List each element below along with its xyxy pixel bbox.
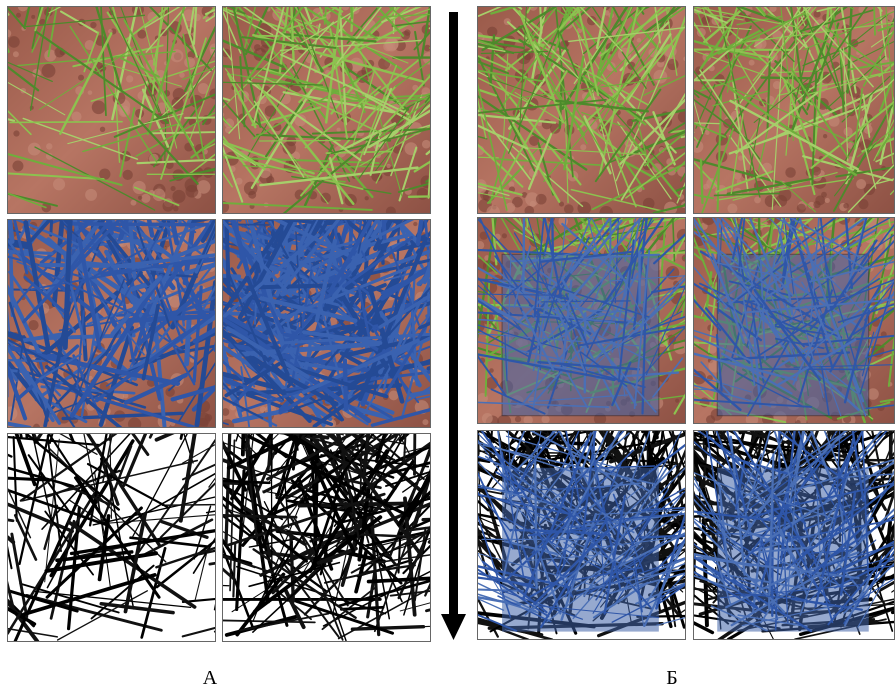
stroke [187, 317, 190, 364]
stroke [701, 160, 703, 203]
soil-grain [796, 420, 801, 425]
soil-grain [31, 15, 35, 19]
soil-grain [172, 190, 185, 203]
soil-grain [8, 36, 20, 48]
soil-grain [28, 320, 38, 330]
soil-grain [486, 205, 500, 219]
soil-grain [171, 186, 176, 191]
soil-grain [536, 194, 547, 205]
soil-grain [413, 222, 417, 226]
soil-grain [337, 128, 341, 132]
soil-grain [138, 196, 142, 200]
soil-grain [541, 415, 549, 423]
soil-grain [515, 416, 521, 422]
soil-grain [727, 204, 737, 214]
arrow [441, 12, 466, 640]
soil-grain [666, 266, 680, 280]
soil-grain [564, 204, 574, 214]
soil-grain [16, 13, 21, 18]
soil-grain [172, 97, 184, 109]
soil-grain [417, 188, 429, 200]
soil-grain [422, 140, 431, 149]
stroke [585, 313, 586, 392]
soil-grain [706, 415, 715, 424]
soil-grain [734, 173, 741, 180]
stroke [104, 0, 153, 6]
soil-grain [524, 206, 534, 216]
stroke [565, 0, 576, 6]
stroke [125, 215, 169, 220]
soil-grain [769, 5, 776, 12]
soil-grain [386, 207, 396, 217]
soil-grain [197, 180, 211, 194]
soil-grain [637, 38, 642, 43]
soil-grain [85, 189, 97, 201]
soil-grain [100, 127, 105, 132]
soil-grain [497, 415, 511, 429]
soil-grain [823, 134, 827, 138]
label-a: А [203, 667, 218, 689]
stroke [430, 268, 465, 331]
soil-grain [173, 206, 179, 212]
soil-grain [88, 90, 93, 95]
soil-grain [12, 161, 23, 172]
soil-grain [785, 167, 796, 178]
soil-grain [580, 144, 586, 150]
soil-grain [765, 195, 777, 207]
soil-grain [184, 57, 195, 68]
soil-grain [482, 413, 493, 424]
soil-grain [123, 170, 133, 180]
soil-grain [825, 198, 830, 203]
soil-grain [385, 38, 399, 52]
soil-grain [42, 64, 56, 78]
soil-grain [71, 112, 81, 122]
soil-grain [78, 75, 84, 81]
label-b: Б [666, 667, 677, 689]
soil-grain [128, 418, 141, 431]
stroke [260, 140, 341, 141]
soil-grain [92, 101, 106, 115]
soil-grain [749, 60, 755, 66]
soil-grain [422, 419, 428, 425]
image-panels [0, 0, 895, 642]
soil-grain [502, 233, 507, 238]
soil-grain [13, 130, 19, 136]
soil-grain [487, 27, 497, 37]
soil-grain [365, 196, 369, 200]
stroke [341, 607, 383, 609]
soil-grain [46, 143, 52, 149]
stroke [72, 224, 208, 225]
soil-grain [843, 203, 849, 209]
soil-grain [53, 178, 65, 190]
soil-grain [141, 194, 150, 203]
soil-grain [856, 179, 866, 189]
stroke [238, 428, 315, 434]
soil-grain [703, 184, 709, 190]
soil-grain [90, 22, 96, 28]
figure: А Б [0, 0, 895, 695]
soil-grain [13, 51, 19, 57]
stroke [0, 214, 8, 374]
soil-grain [667, 59, 678, 70]
soil-grain [813, 201, 820, 208]
soil-grain [675, 399, 679, 403]
stroke [416, 0, 536, 7]
soil-grain [797, 204, 806, 213]
soil-grain [126, 75, 133, 82]
soil-grain [386, 164, 390, 168]
soil-grain [132, 3, 144, 15]
soil-grain [678, 111, 690, 123]
soil-grain [821, 192, 827, 198]
